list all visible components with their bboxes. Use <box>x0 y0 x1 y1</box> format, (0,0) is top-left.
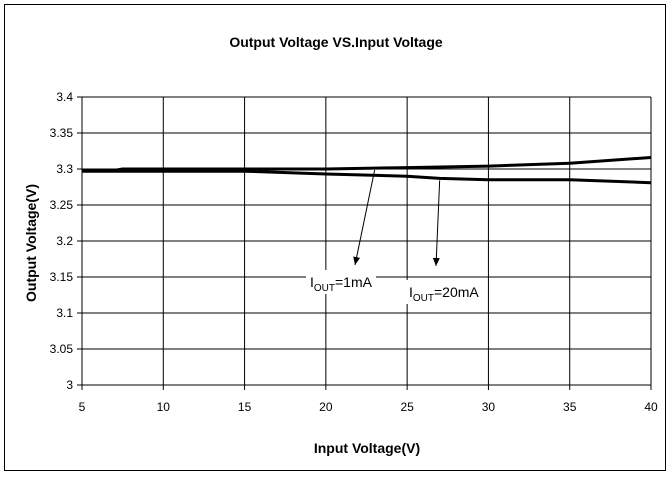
y-tick-label: 3 <box>66 378 73 392</box>
x-tick-labels: 5 10 15 20 25 30 35 40 <box>79 400 658 414</box>
annotations: IOUT=1mA IOUT=20mA <box>306 170 479 304</box>
y-tick-labels: 3 3.05 3.1 3.15 3.2 3.25 3.3 3.35 3.4 <box>50 90 74 392</box>
y-tick-label: 3.3 <box>56 162 73 176</box>
x-tick-label: 5 <box>79 400 86 414</box>
x-tick-label: 25 <box>400 400 414 414</box>
y-tick-label: 3.1 <box>56 306 73 320</box>
y-tick-label: 3.05 <box>50 342 74 356</box>
x-axis-label: Input Voltage(V) <box>314 440 420 456</box>
annotation-leader <box>354 170 376 266</box>
annotation-leader <box>435 180 441 267</box>
annotation-arrowhead <box>432 257 440 266</box>
annotation-arrowhead <box>353 256 361 265</box>
series-line-2 <box>82 169 652 185</box>
chart-title: Output Voltage VS.Input Voltage <box>229 34 443 50</box>
series-line-1 <box>82 156 652 172</box>
axes <box>77 96 652 390</box>
y-tick-label: 3.15 <box>50 270 74 284</box>
x-tick-label: 20 <box>319 400 333 414</box>
y-tick-label: 3.4 <box>56 90 73 104</box>
annotation-label-1: IOUT=1mA <box>310 274 373 294</box>
x-tick-label: 15 <box>238 400 252 414</box>
x-tick-label: 10 <box>157 400 171 414</box>
x-tick-label: 30 <box>482 400 496 414</box>
annotation-bg <box>306 270 376 294</box>
chart-frame <box>4 4 666 471</box>
y-tick-label: 3.35 <box>50 126 74 140</box>
y-tick-label: 3.2 <box>56 234 73 248</box>
grid <box>81 96 652 386</box>
annotation-label-2: IOUT=20mA <box>409 284 479 304</box>
x-tick-label: 40 <box>644 400 658 414</box>
series-lines <box>82 156 652 185</box>
annotation-bg <box>405 280 477 304</box>
y-tick-label: 3.25 <box>50 198 74 212</box>
x-tick-label: 35 <box>563 400 577 414</box>
y-axis-label: Output Voltage(V) <box>23 184 39 302</box>
